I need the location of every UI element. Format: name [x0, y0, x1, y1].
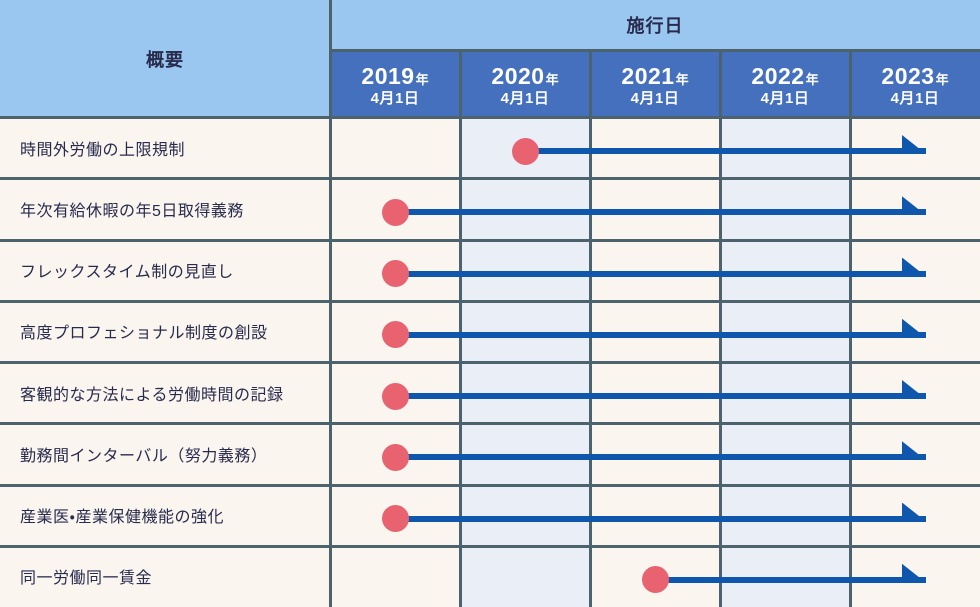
- year-suffix: 年: [675, 71, 689, 87]
- year-number: 2020: [491, 62, 545, 89]
- row-label-cell: 客観的な方法による労働時間の記録: [0, 362, 330, 423]
- start-marker-dot-icon: [381, 382, 409, 410]
- timeline-arrow-head-icon: [902, 563, 926, 583]
- row-label: 勤務間インターバル（努力義務）: [20, 447, 268, 465]
- year-line: 2023 年: [881, 63, 948, 89]
- effective-date-header-label: 施行日: [626, 16, 684, 36]
- row-label: 時間外労働の上限規制: [20, 141, 186, 159]
- start-marker-dot-icon: [381, 198, 409, 226]
- year-number: 2023: [881, 62, 935, 89]
- overview-header-cell: 概要: [0, 0, 330, 117]
- row-label-cell: フレックスタイム制の見直し: [0, 240, 330, 301]
- year-suffix: 年: [805, 71, 819, 87]
- timeline-line: [395, 270, 926, 277]
- row-label: 同一労働同一賃金: [20, 570, 153, 588]
- row-label-cell: 同一労働同一賃金: [0, 546, 330, 607]
- year-line: 2021 年: [621, 63, 688, 89]
- date-label: 4月1日: [630, 90, 680, 108]
- timeline-line: [395, 454, 926, 461]
- timeline-line: [655, 576, 926, 583]
- row-label: 高度プロフェショナル制度の創設: [20, 325, 268, 343]
- row-label: フレックスタイム制の見直し: [20, 264, 234, 282]
- start-marker-dot-icon: [381, 321, 409, 349]
- row-label: 年次有給休暇の年5日取得義務: [20, 202, 244, 220]
- year-number: 2021: [621, 62, 675, 89]
- year-suffix: 年: [545, 71, 559, 87]
- year-number: 2022: [751, 62, 805, 89]
- timeline-line: [395, 209, 926, 216]
- start-marker-dot-icon: [381, 260, 409, 287]
- year-suffix: 年: [415, 71, 429, 87]
- year-number: 2019: [361, 62, 415, 89]
- row-label-cell: 時間外労働の上限規制: [0, 117, 330, 178]
- year-header-cell: 2022 年 4月1日: [720, 50, 850, 117]
- start-marker-dot-icon: [381, 443, 409, 471]
- year-header-cell: 2019 年 4月1日: [330, 50, 460, 117]
- start-marker-dot-icon: [641, 566, 669, 594]
- row-label-cell: 産業医・産業保健機能の強化: [0, 485, 330, 546]
- date-label: 4月1日: [500, 90, 550, 108]
- row-label: 産業医・産業保健機能の強化: [20, 509, 224, 527]
- year-line: 2020 年: [491, 63, 558, 89]
- timeline-arrow-head-icon: [902, 502, 926, 522]
- row-label: 客観的な方法による労働時間の記録: [20, 386, 284, 404]
- year-header-cell: 2020 年 4月1日: [460, 50, 590, 117]
- row-label-cell: 高度プロフェショナル制度の創設: [0, 301, 330, 362]
- year-header-cell: 2021 年 4月1日: [590, 50, 720, 117]
- date-label: 4月1日: [760, 90, 810, 108]
- timeline-line: [395, 515, 926, 522]
- overview-header-label: 概要: [146, 49, 184, 70]
- row-label-cell: 年次有給休暇の年5日取得義務: [0, 178, 330, 239]
- timeline-line: [525, 148, 926, 154]
- start-marker-dot-icon: [381, 505, 409, 532]
- date-label: 4月1日: [370, 90, 420, 108]
- row-label-cell: 勤務間インターバル（努力義務）: [0, 423, 330, 484]
- year-line: 2019 年: [361, 63, 428, 89]
- year-line: 2022 年: [751, 63, 818, 89]
- effective-date-header-cell: 施行日: [330, 0, 980, 50]
- timeline-line: [395, 331, 926, 338]
- year-suffix: 年: [935, 71, 949, 87]
- start-marker-dot-icon: [511, 137, 539, 165]
- timeline-line: [395, 393, 926, 399]
- date-label: 4月1日: [890, 90, 940, 108]
- year-header-cell: 2023 年 4月1日: [850, 50, 980, 117]
